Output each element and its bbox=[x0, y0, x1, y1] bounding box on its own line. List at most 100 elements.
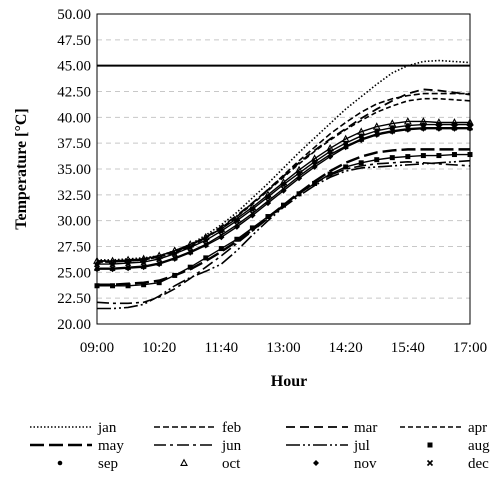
point-oct-12 bbox=[279, 178, 288, 186]
point-oct-5 bbox=[170, 246, 179, 254]
point-oct-9 bbox=[232, 214, 241, 222]
legend-label-mar: mar bbox=[354, 420, 377, 436]
x-tick-label: 15:40 bbox=[391, 340, 425, 356]
point-aug-14 bbox=[312, 180, 318, 186]
legend-label-jul: jul bbox=[353, 438, 370, 454]
point-oct-22 bbox=[434, 118, 443, 126]
y-tick-label: 42.50 bbox=[57, 85, 91, 101]
legend-marker-nov bbox=[313, 460, 319, 466]
y-tick-label: 27.50 bbox=[57, 240, 91, 256]
x-tick-label: 10:20 bbox=[142, 340, 176, 356]
point-aug-18 bbox=[374, 157, 380, 163]
point-dec-6 bbox=[187, 248, 194, 255]
series-line-oct bbox=[97, 120, 470, 262]
point-oct-3 bbox=[139, 254, 148, 262]
point-oct-4 bbox=[155, 251, 164, 259]
point-aug-12 bbox=[281, 202, 286, 208]
point-dec-22 bbox=[435, 124, 442, 131]
point-dec-7 bbox=[202, 241, 209, 248]
point-oct-19 bbox=[388, 119, 397, 127]
point-aug-15 bbox=[327, 171, 333, 177]
point-oct-6 bbox=[186, 240, 195, 248]
series-line-sep bbox=[97, 123, 470, 265]
point-dec-4 bbox=[156, 259, 163, 267]
plot-frame bbox=[96, 13, 471, 325]
legend: jan feb mar apr may jun jul aug sep oct nov dec bbox=[30, 420, 490, 472]
point-oct-2 bbox=[124, 255, 133, 263]
legend-label-nov: nov bbox=[354, 456, 377, 472]
point-aug-3 bbox=[141, 282, 147, 288]
point-oct-8 bbox=[217, 224, 226, 232]
point-dec-1 bbox=[109, 265, 116, 272]
y-tick-label: 47.50 bbox=[57, 33, 91, 49]
point-dec-5 bbox=[171, 254, 178, 261]
point-oct-20 bbox=[403, 117, 412, 125]
series-line-mar bbox=[97, 88, 471, 262]
y-axis-title: Temperature [°C] bbox=[13, 108, 30, 229]
legend-label-feb: feb bbox=[222, 420, 241, 436]
point-oct-21 bbox=[419, 117, 428, 125]
point-dec-10 bbox=[249, 210, 256, 217]
x-axis-title: Hour bbox=[271, 373, 307, 390]
point-aug-8 bbox=[218, 246, 224, 252]
y-tick-label: 40.00 bbox=[57, 110, 91, 126]
series-line-aug bbox=[97, 153, 470, 287]
legend-label-apr: apr bbox=[468, 420, 487, 436]
x-tick-label: 14:20 bbox=[329, 340, 363, 356]
point-oct-23 bbox=[450, 118, 459, 126]
point-dec-19 bbox=[389, 127, 396, 134]
point-aug-9 bbox=[234, 236, 240, 242]
point-aug-1 bbox=[110, 283, 116, 289]
y-tick-label: 30.00 bbox=[57, 214, 91, 230]
y-tick-label: 20.00 bbox=[57, 317, 91, 333]
legend-label-jun: jun bbox=[221, 438, 242, 454]
point-aug-4 bbox=[156, 280, 162, 286]
legend-label-oct: oct bbox=[222, 456, 241, 472]
point-aug-22 bbox=[436, 153, 442, 159]
legend-marker-aug bbox=[427, 442, 433, 448]
point-oct-16 bbox=[341, 134, 350, 142]
point-dec-3 bbox=[140, 263, 147, 270]
y-tick-labels: 20.00 22.50 25.00 27.50 30.00 32.50 35.00 37.50… bbox=[57, 7, 91, 333]
gridlines bbox=[97, 39, 470, 299]
y-tick-label: 35.00 bbox=[57, 162, 91, 178]
point-aug-11 bbox=[265, 214, 271, 220]
point-aug-13 bbox=[296, 191, 302, 197]
point-oct-10 bbox=[248, 202, 257, 211]
x-tick-label: 09:00 bbox=[80, 340, 114, 356]
legend-marker-oct bbox=[180, 458, 188, 466]
point-aug-2 bbox=[125, 283, 131, 289]
legend-label-aug: aug bbox=[468, 438, 490, 454]
point-oct-14 bbox=[310, 154, 319, 162]
y-tick-label: 22.50 bbox=[57, 291, 91, 307]
point-oct-17 bbox=[357, 127, 366, 135]
point-dec-16 bbox=[342, 143, 349, 150]
point-aug-20 bbox=[405, 154, 411, 160]
point-aug-10 bbox=[249, 225, 255, 231]
point-oct-1 bbox=[108, 256, 117, 264]
point-aug-5 bbox=[172, 272, 178, 278]
series-line-jan bbox=[97, 59, 471, 261]
legend-label-dec: dec bbox=[468, 456, 489, 472]
point-aug-16 bbox=[343, 164, 349, 170]
y-tick-label: 50.00 bbox=[57, 7, 91, 23]
legend-marker-sep bbox=[57, 460, 63, 466]
series-line-apr bbox=[97, 97, 471, 263]
point-oct-18 bbox=[372, 122, 381, 130]
legend-label-sep: sep bbox=[98, 456, 118, 472]
y-tick-label: 37.50 bbox=[57, 136, 91, 152]
point-aug-19 bbox=[389, 155, 395, 161]
point-dec-8 bbox=[218, 232, 225, 239]
point-dec-11 bbox=[264, 197, 272, 205]
point-aug-21 bbox=[420, 153, 426, 159]
point-dec-23 bbox=[451, 124, 458, 131]
point-dec-20 bbox=[404, 125, 411, 132]
point-oct-13 bbox=[295, 165, 303, 173]
legend-marker-dec bbox=[426, 459, 434, 467]
legend-label-jan: jan bbox=[97, 420, 117, 436]
point-oct-15 bbox=[326, 143, 335, 152]
point-dec-17 bbox=[358, 135, 365, 143]
point-aug-7 bbox=[203, 255, 209, 261]
series-lines bbox=[93, 59, 474, 310]
legend-label-may: may bbox=[98, 438, 124, 454]
